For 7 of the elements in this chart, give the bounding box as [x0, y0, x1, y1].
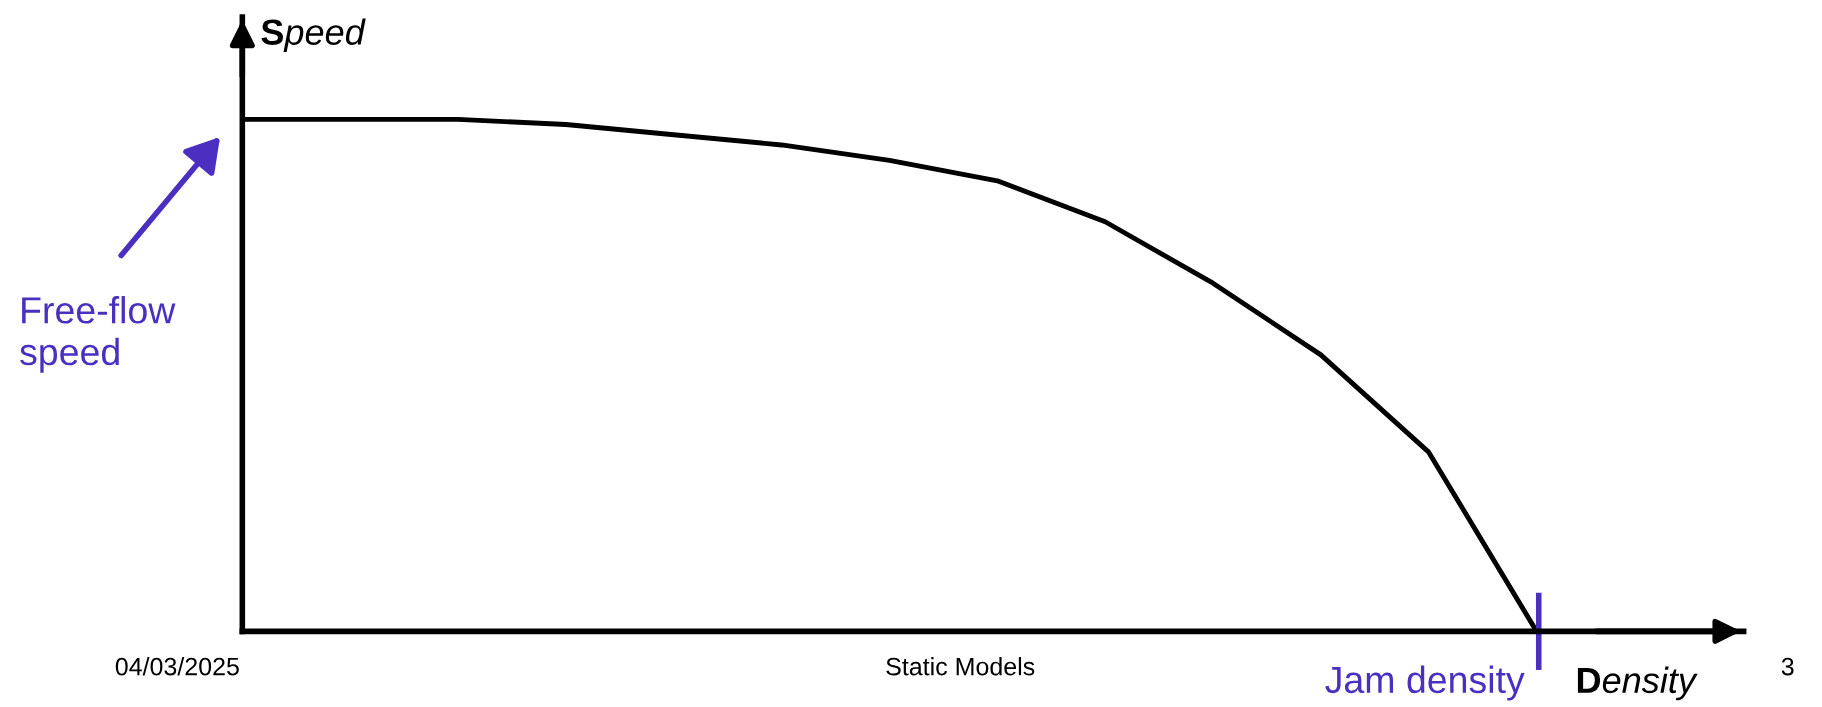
text: Free-flow speed — [20, 296, 176, 373]
text: 04/03/2025 — [115, 657, 239, 676]
text: Static Models — [886, 657, 1035, 676]
y-axis-title: Speed — [261, 18, 366, 53]
text: Jam density — [1325, 665, 1525, 701]
text: 3 — [1781, 657, 1794, 676]
x-axis-title: Density — [1577, 666, 1698, 701]
